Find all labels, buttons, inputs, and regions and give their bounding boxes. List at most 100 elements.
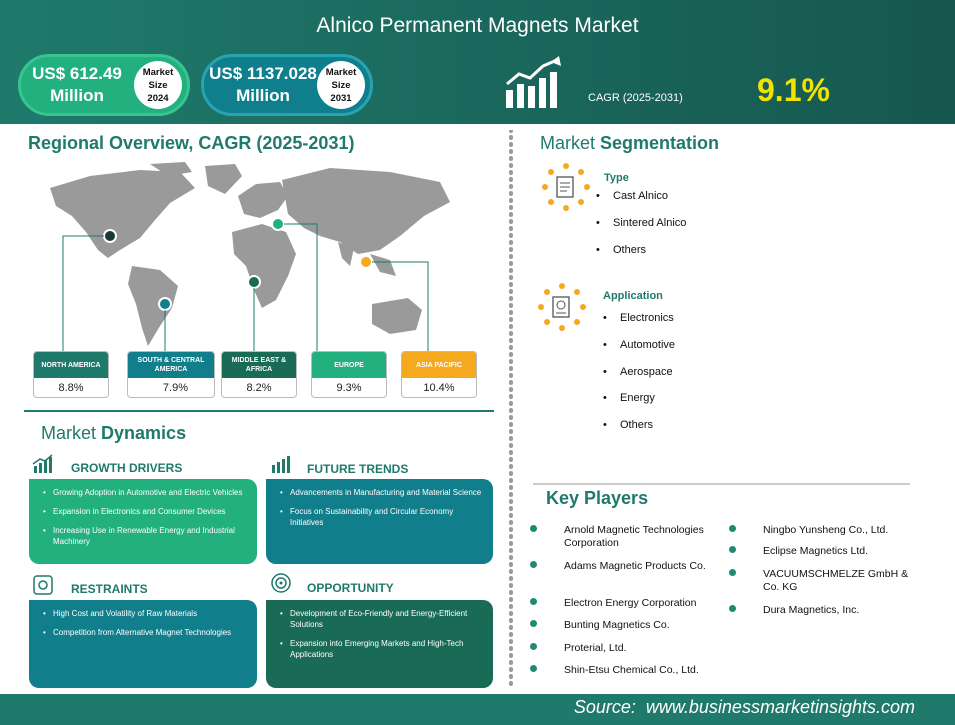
region-name: NORTH AMERICA — [34, 352, 108, 378]
world-map — [50, 162, 450, 351]
market-size-2024-amount: US$ 612.49 — [32, 64, 122, 83]
restraints-title: RESTRAINTS — [71, 582, 148, 596]
region-cagr-value: 8.8% — [58, 382, 84, 394]
bullet-dot — [729, 546, 736, 553]
bullet-dot — [530, 598, 537, 605]
market-size-2031-amount: US$ 1137.028 — [209, 64, 317, 83]
opportunity-item: Expansion into Emerging Markets and High… — [280, 638, 483, 660]
segment-application-item: Electronics — [603, 312, 674, 324]
application-segment-icon — [538, 283, 586, 331]
bullet-dot — [530, 561, 537, 568]
market-size-2031-value: US$ 1137.028 Million — [204, 63, 322, 107]
bullet-dot — [729, 569, 736, 576]
future-trends-card: Advancements in Manufacturing and Materi… — [266, 479, 493, 564]
restraints-card: High Cost and Volatility of Raw Material… — [29, 600, 257, 688]
key-player-item: Proterial, Ltd. — [564, 642, 627, 654]
growth-driver-item: Increasing Use in Renewable Energy and I… — [43, 525, 247, 547]
region-cagr-value: 10.4% — [423, 382, 455, 394]
regional-overview-title: Regional Overview, CAGR (2025-2031) — [28, 133, 355, 153]
restraints-icon — [33, 575, 53, 595]
bullet-dot — [530, 620, 537, 627]
title-part: Market — [540, 133, 596, 153]
restraint-item: Competition from Alternative Magnet Tech… — [43, 627, 247, 638]
key-player-item: Ningbo Yunsheng Co., Ltd. — [763, 524, 889, 536]
cagr-value: 9.1% — [757, 72, 830, 108]
title-part-bold: Dynamics — [101, 423, 187, 443]
badge-line: 2024 — [147, 93, 169, 104]
key-player-item: Shin-Etsu Chemical Co., Ltd. — [564, 664, 699, 676]
segment-type-title: Type — [604, 172, 629, 184]
opportunity-card: Development of Eco-Friendly and Energy-E… — [266, 600, 493, 688]
future-trend-item: Advancements in Manufacturing and Materi… — [280, 487, 483, 498]
market-dynamics-title: Market Dynamics — [41, 423, 186, 444]
future-trends-title: FUTURE TRENDS — [307, 462, 409, 476]
key-player-item: Eclipse Magnetics Ltd. — [763, 545, 869, 557]
growth-drivers-title: GROWTH DRIVERS — [71, 461, 183, 475]
bullet-dot — [729, 525, 736, 532]
key-player-item: Bunting Magnetics Co. — [564, 619, 670, 631]
opportunity-icon — [271, 573, 291, 593]
key-players-title: Key Players — [546, 488, 649, 508]
segment-application-item: Aerospace — [603, 366, 672, 378]
title-part: Market — [41, 423, 97, 443]
restraint-item: High Cost and Volatility of Raw Material… — [43, 608, 247, 619]
title-part-bold: Segmentation — [600, 133, 720, 153]
segment-application-item: Automotive — [603, 339, 675, 351]
region-cagr-value: 8.2% — [246, 382, 272, 394]
region-name: SOUTH & CENTRAL AMERICA — [128, 352, 214, 378]
column-divider — [509, 130, 513, 690]
bullet-dot — [530, 525, 537, 532]
market-size-2031-unit: Million — [236, 86, 290, 105]
region-card-asia-pacific: ASIA PACIFIC 10.4% — [401, 351, 477, 398]
opportunity-title: OPPORTUNITY — [307, 581, 394, 595]
growth-driver-item: Expansion in Electronics and Consumer De… — [43, 506, 247, 517]
region-card-north-america: NORTH AMERICA 8.8% — [33, 351, 109, 398]
segment-type-item: Cast Alnico — [596, 190, 668, 202]
growth-drivers-card: Growing Adoption in Automotive and Elect… — [29, 479, 257, 564]
region-card-middle-east-africa: MIDDLE EAST & AFRICA 8.2% — [221, 351, 297, 398]
growth-driver-item: Growing Adoption in Automotive and Elect… — [43, 487, 247, 498]
segment-application-item: Energy — [603, 392, 655, 404]
badge-line: Market — [325, 67, 357, 78]
market-size-2031-pill: US$ 1137.028 Million Market Size 2031 — [201, 54, 373, 116]
bullet-dot — [530, 643, 537, 650]
badge-line: Market — [142, 67, 174, 78]
key-player-item: Electron Energy Corporation — [564, 597, 697, 609]
growth-drivers-icon — [32, 454, 53, 473]
segment-application-title: Application — [603, 290, 663, 302]
key-players-rule — [533, 483, 910, 485]
growth-chart-icon — [506, 56, 561, 108]
bullet-dot — [729, 605, 736, 612]
region-cagr-value: 7.9% — [162, 382, 188, 394]
badge-line: 2031 — [330, 93, 352, 104]
future-trend-item: Focus on Sustainability and Circular Eco… — [280, 506, 483, 528]
cagr-label: CAGR (2025-2031) — [588, 92, 683, 104]
market-size-2024-value: US$ 612.49 Million — [21, 63, 133, 107]
header-banner: Alnico Permanent Magnets Market US$ 612.… — [0, 0, 955, 124]
key-player-item: Arnold Magnetic Technologies Corporation — [564, 524, 704, 549]
key-player-item: VACUUMSCHMELZE GmbH & Co. KG — [763, 568, 909, 593]
region-name: MIDDLE EAST & AFRICA — [222, 352, 296, 378]
section-divider — [24, 410, 494, 412]
market-size-2024-unit: Million — [50, 86, 104, 105]
region-name: ASIA PACIFIC — [402, 352, 476, 378]
page-title: Alnico Permanent Magnets Market — [316, 14, 639, 37]
type-segment-icon — [542, 163, 590, 211]
region-card-south-central-america: SOUTH & CENTRAL AMERICA 7.9% — [127, 351, 215, 398]
segment-type-item: Others — [596, 244, 646, 256]
segment-application-item: Others — [603, 419, 653, 431]
badge-line: Size — [148, 80, 168, 91]
opportunity-item: Development of Eco-Friendly and Energy-E… — [280, 608, 483, 630]
region-name: EUROPE — [312, 352, 386, 378]
segment-type-item: Sintered Alnico — [596, 217, 686, 229]
region-card-europe: EUROPE 9.3% — [311, 351, 387, 398]
key-player-item: Dura Magnetics, Inc. — [763, 604, 860, 616]
source-text: Source: www.businessmarketinsights.com — [573, 697, 915, 717]
future-trends-icon — [272, 456, 290, 473]
source-bar: Source: www.businessmarketinsights.com — [0, 694, 955, 725]
market-segmentation-title: Market Segmentation — [540, 133, 719, 154]
key-player-item: Adams Magnetic Products Co. — [564, 560, 706, 572]
region-cagr-value: 9.3% — [336, 382, 362, 394]
market-size-2024-badge: Market Size 2024 — [134, 61, 182, 109]
bullet-dot — [530, 665, 537, 672]
